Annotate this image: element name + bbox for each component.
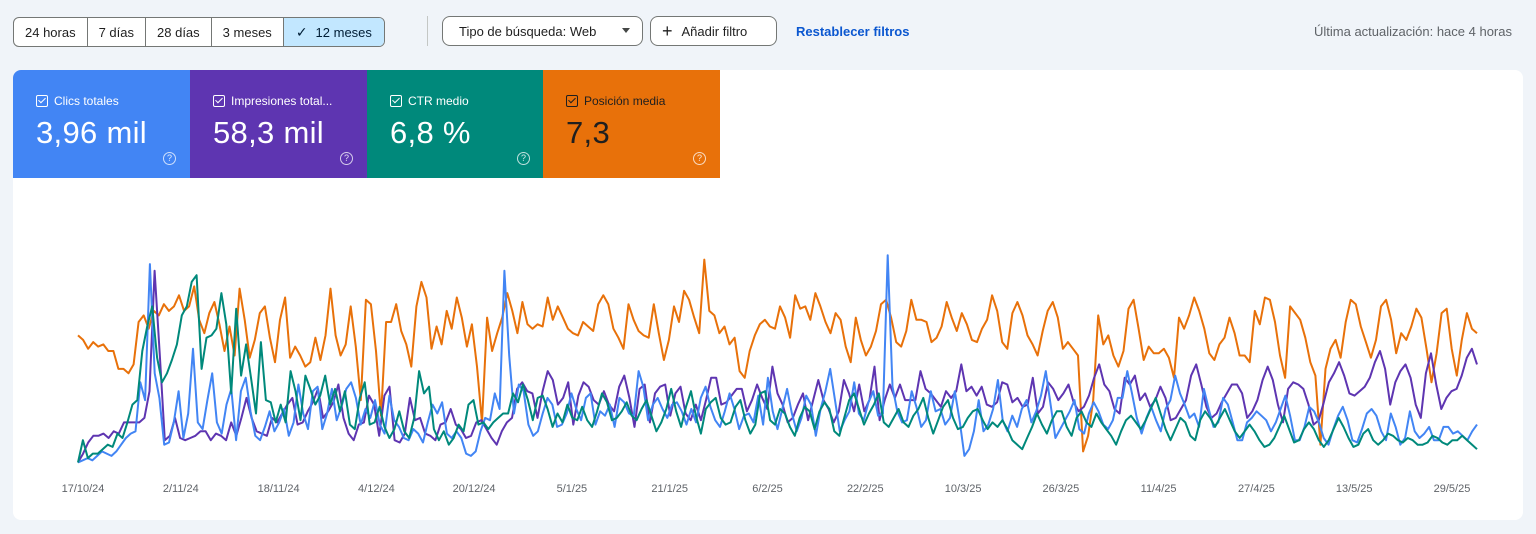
metric-card-position[interactable]: Posición media 7,3 ? [543, 70, 720, 178]
range-24h-button[interactable]: 24 horas [14, 18, 88, 46]
metric-card-impressions[interactable]: Impresiones total... 58,3 mil ? [190, 70, 367, 178]
range-3m-button[interactable]: 3 meses [212, 18, 284, 46]
checkbox-checked-icon[interactable] [566, 95, 578, 107]
reset-filters-link[interactable]: Restablecer filtros [796, 24, 910, 39]
add-filter-label: Añadir filtro [681, 23, 748, 39]
metric-label: CTR medio [408, 94, 469, 108]
help-icon[interactable]: ? [163, 152, 176, 165]
range-12m-button[interactable]: ✓ 12 meses [283, 18, 384, 46]
checkbox-checked-icon[interactable] [213, 95, 225, 107]
range-12m-label: 12 meses [315, 24, 372, 40]
plus-icon: + [662, 21, 673, 41]
help-icon[interactable]: ? [693, 152, 706, 165]
metric-label: Clics totales [54, 94, 119, 108]
checkbox-checked-icon[interactable] [390, 95, 402, 107]
last-update-text: Última actualización: hace 4 horas [1314, 24, 1512, 39]
search-type-label: Tipo de búsqueda: Web [459, 23, 597, 39]
metric-value: 58,3 mil [213, 115, 324, 150]
metric-label: Impresiones total... [231, 94, 333, 108]
toolbar: 24 horas 7 días 28 días 3 meses ✓ 12 mes… [0, 0, 1536, 64]
metric-value: 3,96 mil [36, 115, 147, 150]
dropdown-caret-icon [622, 28, 630, 33]
metric-value: 7,3 [566, 115, 610, 150]
help-icon[interactable]: ? [340, 152, 353, 165]
help-icon[interactable]: ? [517, 152, 530, 165]
performance-panel: Clics totales 3,96 mil ? Impresiones tot… [13, 70, 1523, 520]
toolbar-divider [427, 16, 428, 46]
add-filter-button[interactable]: + Añadir filtro [650, 16, 777, 46]
metric-value: 6,8 % [390, 115, 471, 150]
metric-card-ctr[interactable]: CTR medio 6,8 % ? [367, 70, 544, 178]
metric-label: Posición media [584, 94, 666, 108]
date-range-selector: 24 horas 7 días 28 días 3 meses ✓ 12 mes… [13, 17, 385, 47]
metric-card-clicks[interactable]: Clics totales 3,96 mil ? [13, 70, 190, 178]
checkbox-checked-icon[interactable] [36, 95, 48, 107]
check-icon: ✓ [295, 23, 308, 40]
range-28d-button[interactable]: 28 días [146, 18, 212, 46]
search-type-dropdown[interactable]: Tipo de búsqueda: Web [442, 16, 643, 46]
range-7d-button[interactable]: 7 días [88, 18, 147, 46]
